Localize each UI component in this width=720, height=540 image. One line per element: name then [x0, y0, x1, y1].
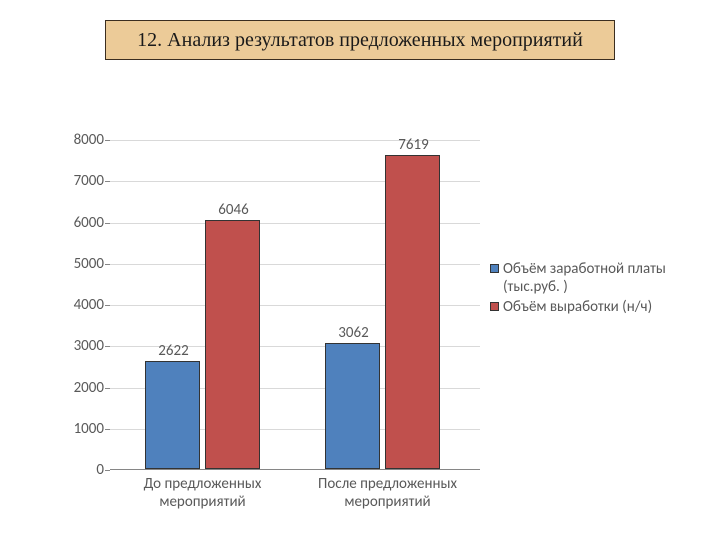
legend-label: Объём выработки (н/ч) — [503, 298, 652, 316]
bar: 2622 — [145, 361, 200, 469]
y-tick-label: 6000 — [74, 214, 104, 232]
y-tick-label: 2000 — [74, 379, 104, 397]
bar-chart: 010002000300040005000600070008000 262260… — [60, 140, 660, 520]
y-tick-label: 4000 — [74, 296, 104, 314]
y-tick-label: 7000 — [74, 172, 104, 190]
legend-item: Объём заработной платы (тыс.руб. ) — [490, 260, 670, 296]
legend-label: Объём заработной платы (тыс.руб. ) — [503, 260, 670, 296]
y-tick-label: 0 — [96, 461, 104, 479]
legend-item: Объём выработки (н/ч) — [490, 298, 670, 316]
bar-value-label: 6046 — [206, 201, 261, 219]
bar: 7619 — [385, 155, 440, 469]
y-tick-mark — [105, 470, 110, 471]
bar-value-label: 7619 — [386, 136, 441, 154]
y-tick-label: 3000 — [74, 337, 104, 355]
x-category-label: До предложенных мероприятий — [110, 475, 295, 511]
slide-title: 12. Анализ результатов предложенных меро… — [105, 20, 615, 60]
plot-area: 2622604630627619 — [110, 140, 480, 470]
bar: 6046 — [205, 220, 260, 469]
title-text: 12. Анализ результатов предложенных меро… — [137, 29, 583, 52]
bar-value-label: 2622 — [146, 342, 201, 360]
y-axis: 010002000300040005000600070008000 — [60, 140, 110, 470]
y-tick-label: 5000 — [74, 255, 104, 273]
bar-value-label: 3062 — [326, 324, 381, 342]
y-tick-label: 1000 — [74, 420, 104, 438]
bar: 3062 — [325, 343, 380, 469]
x-axis-labels: До предложенных мероприятийПосле предлож… — [110, 475, 480, 511]
y-tick-label: 8000 — [74, 131, 104, 149]
legend: Объём заработной платы (тыс.руб. ) Объём … — [490, 260, 670, 318]
x-category-label: После предложенных мероприятий — [295, 475, 480, 511]
legend-swatch — [490, 264, 499, 273]
legend-swatch — [490, 302, 499, 311]
